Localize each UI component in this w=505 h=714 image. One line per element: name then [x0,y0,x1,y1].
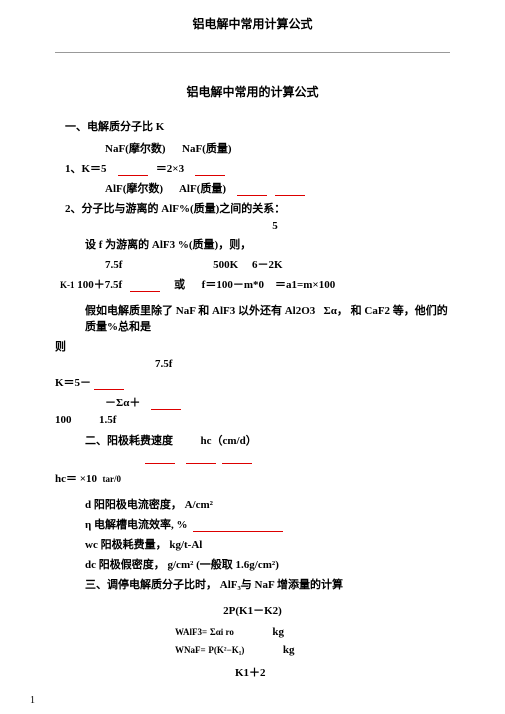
assume: 假如电解质里除了 NaF 和 AlF3 以外还有 Al2O3 [85,305,315,317]
page-header-title: 铝电解中常用计算公式 [55,15,450,32]
dc-line: dc 阳极假密度， g/cm² (一般取 1.6g/cm²) [85,556,450,572]
then: 则 [55,338,450,354]
set-f: 设 f 为游离的 AlF3 %(质量)，则， [85,236,450,252]
line-100: 100＋7.5f [77,279,122,291]
sigma: Σα， [324,305,348,317]
page-number: 1 [30,695,35,706]
v62k: 6－2K [252,259,283,271]
d-line: d 阳阳极电流密度， A/cm² [85,496,450,512]
k5minus: K＝5－ [55,377,91,389]
v75f2: 7.5f [155,358,450,370]
hc-sub: tar/0 [103,474,122,484]
section-1-title: 一、电解质分子比 K [65,118,450,134]
sec2-title: 二、阳极耗费速度 [85,435,173,447]
eq-2x: ＝2×3 [156,163,184,175]
eq-sigma: Σαi ro [210,627,234,637]
divider [55,52,450,53]
kg2: kg [283,644,295,656]
sec1-item2: 2、分子比与游离的 AlF%(质量)之间的关系： [65,200,450,216]
sigma-minus: －Σα＋ [105,397,140,409]
sec3-title: 三、调停电解质分子比时， AlF₃与 NaF 增添量的计算 [85,576,450,592]
f-eq: f＝100－m*0 [202,279,264,291]
hc-eq: hc＝ ×10 [55,473,97,485]
k12: K1＋2 [235,664,450,680]
kg1: kg [272,626,284,638]
k-eq: 1、K＝5 [65,163,107,175]
v100: 100 [55,414,72,426]
naf-mass: NaF(质量) [182,143,232,155]
wc-line: wc 阳极耗费量， kg/t-Al [85,536,450,552]
v15f: 1.5f [99,414,116,426]
eq-a100: ＝a1=m×100 [275,279,335,291]
v500k: 500K [213,259,238,271]
main-title: 铝电解中常用的计算公式 [55,83,450,100]
formula-2p: 2P(K1－K2) [55,602,450,618]
walf3: WAlF3= [175,627,207,637]
k-1: K-1 [60,280,75,290]
eta-line: η 电解槽电流效率, % [85,519,188,531]
v75f: 7.5f [105,259,122,271]
pk2k: P(K²−K₁) [208,645,244,655]
num5: 5 [175,220,375,232]
alf-mass: AlF(质量) [179,183,226,195]
wnaf: WNaF= [175,645,206,655]
hc-unit: hc（cm/d） [201,435,257,447]
or: 或 [174,279,185,291]
naf-mol: NaF(摩尔数) [105,143,166,155]
alf-mol: AlF(摩尔数) [105,183,163,195]
